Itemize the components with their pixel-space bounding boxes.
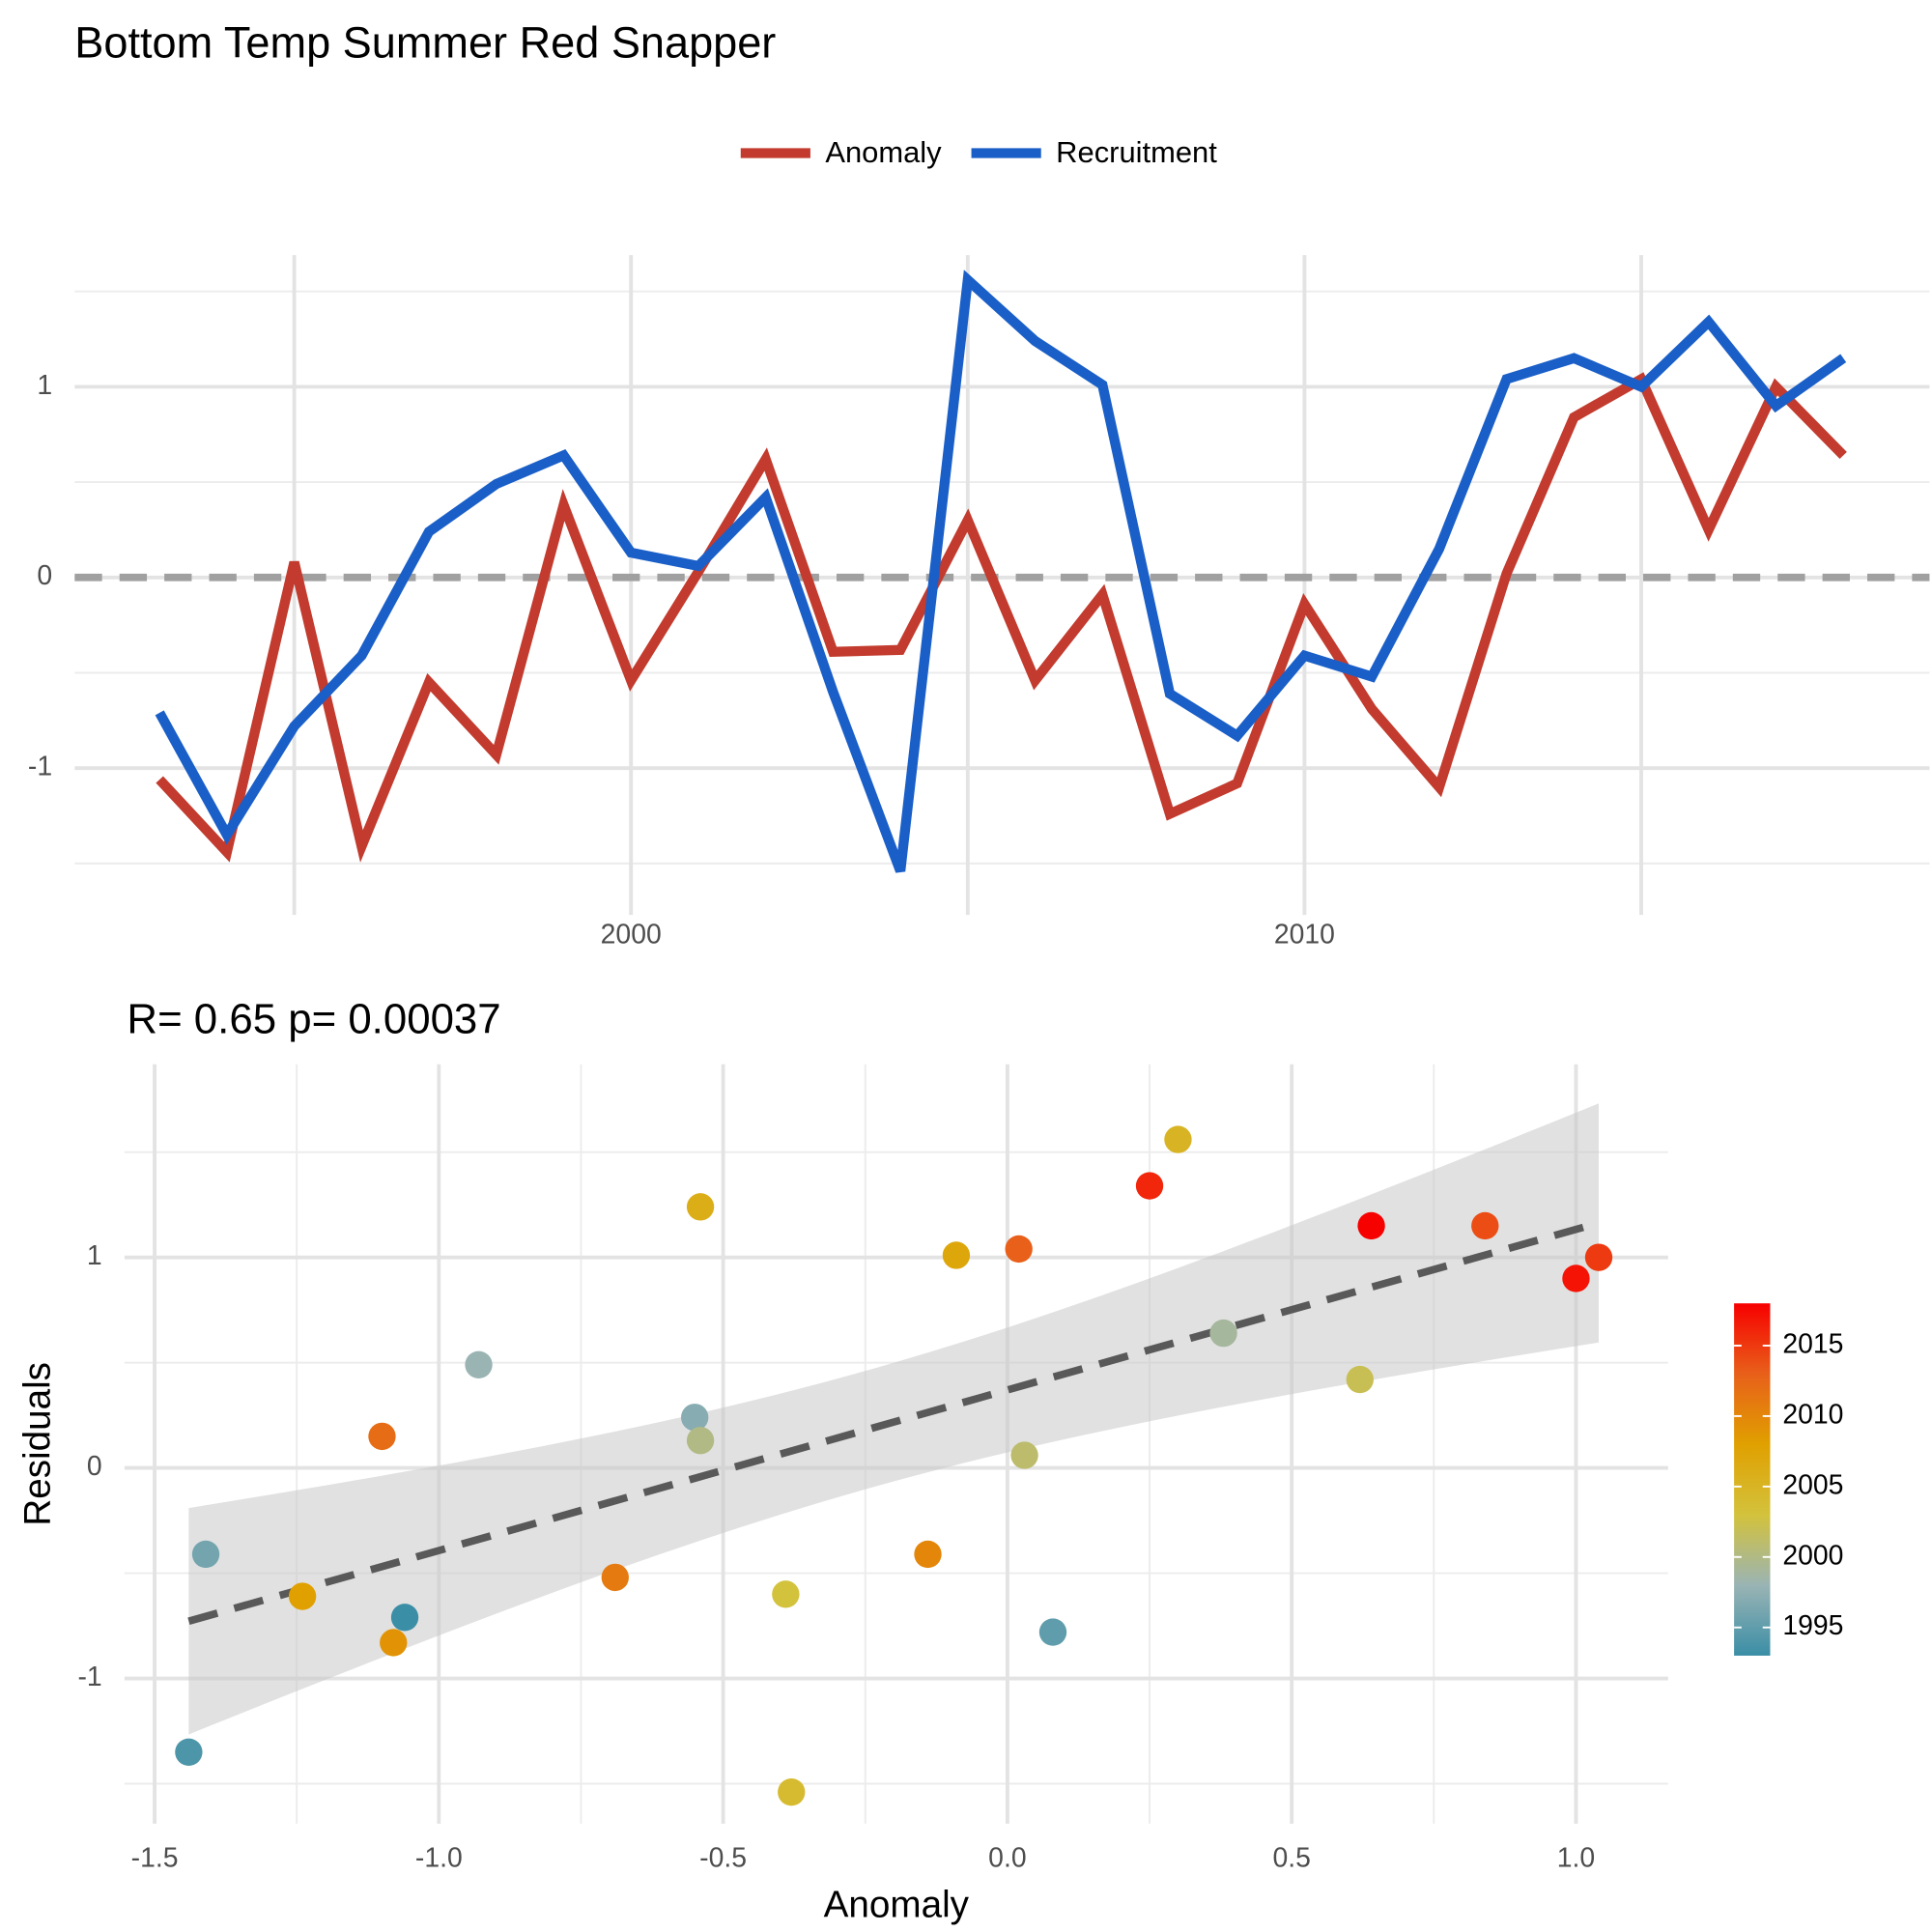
x-tick-label: 2000 xyxy=(601,920,662,951)
point xyxy=(1471,1211,1499,1240)
point xyxy=(191,1540,220,1569)
point xyxy=(1164,1125,1192,1153)
point xyxy=(778,1778,806,1806)
x-tick-label: 0.5 xyxy=(1272,1843,1310,1874)
point xyxy=(686,1427,715,1455)
point xyxy=(368,1422,396,1451)
chart-title: Bottom Temp Summer Red Snapper xyxy=(74,18,776,68)
x-tick-label: 2010 xyxy=(1274,920,1335,951)
point xyxy=(390,1604,419,1632)
x-tick-label: -1.0 xyxy=(415,1843,463,1874)
series-line xyxy=(155,270,1847,873)
y-tick-label: 0 xyxy=(87,1451,102,1482)
colorbar-label: 2010 xyxy=(1782,1399,1843,1430)
series-line xyxy=(156,372,1847,863)
point xyxy=(1135,1172,1164,1200)
point xyxy=(380,1629,408,1657)
x-tick-label: -1.5 xyxy=(131,1843,179,1874)
y-tick-label: -1 xyxy=(77,1662,101,1692)
x-tick-label: 1.0 xyxy=(1557,1843,1595,1874)
point xyxy=(681,1404,709,1432)
point xyxy=(686,1193,715,1221)
x-axis-label: Anomaly xyxy=(824,1884,970,1925)
point xyxy=(465,1350,493,1378)
x-tick-label: -0.5 xyxy=(699,1843,747,1874)
legend-label: Recruitment xyxy=(1056,135,1217,169)
colorbar-label: 2005 xyxy=(1782,1469,1843,1500)
point xyxy=(288,1582,317,1610)
y-tick-label: 1 xyxy=(87,1240,102,1271)
point xyxy=(772,1580,800,1608)
point xyxy=(942,1241,971,1269)
colorbar-label: 2015 xyxy=(1782,1328,1843,1359)
y-tick-label: 1 xyxy=(37,370,52,401)
point xyxy=(1562,1264,1590,1293)
y-axis-label: Residuals xyxy=(16,1362,58,1526)
point xyxy=(1038,1618,1067,1646)
point xyxy=(914,1540,942,1569)
colorbar-label: 2000 xyxy=(1782,1540,1843,1571)
point xyxy=(1357,1211,1385,1240)
y-tick-label: 0 xyxy=(37,560,52,591)
point xyxy=(1010,1441,1038,1469)
fit-line xyxy=(187,1219,1601,1625)
x-tick-label: 0.0 xyxy=(988,1843,1026,1874)
point xyxy=(175,1738,203,1766)
point xyxy=(601,1563,629,1592)
point xyxy=(1584,1243,1613,1271)
colorbar-label: 1995 xyxy=(1782,1610,1843,1641)
point xyxy=(1346,1365,1374,1394)
point xyxy=(1005,1235,1033,1264)
point xyxy=(1209,1319,1237,1348)
legend-label: Anomaly xyxy=(825,135,942,169)
colorbar xyxy=(1734,1303,1771,1656)
chart-subtitle: R= 0.65 p= 0.00037 xyxy=(127,996,500,1043)
y-tick-label: -1 xyxy=(28,752,52,782)
